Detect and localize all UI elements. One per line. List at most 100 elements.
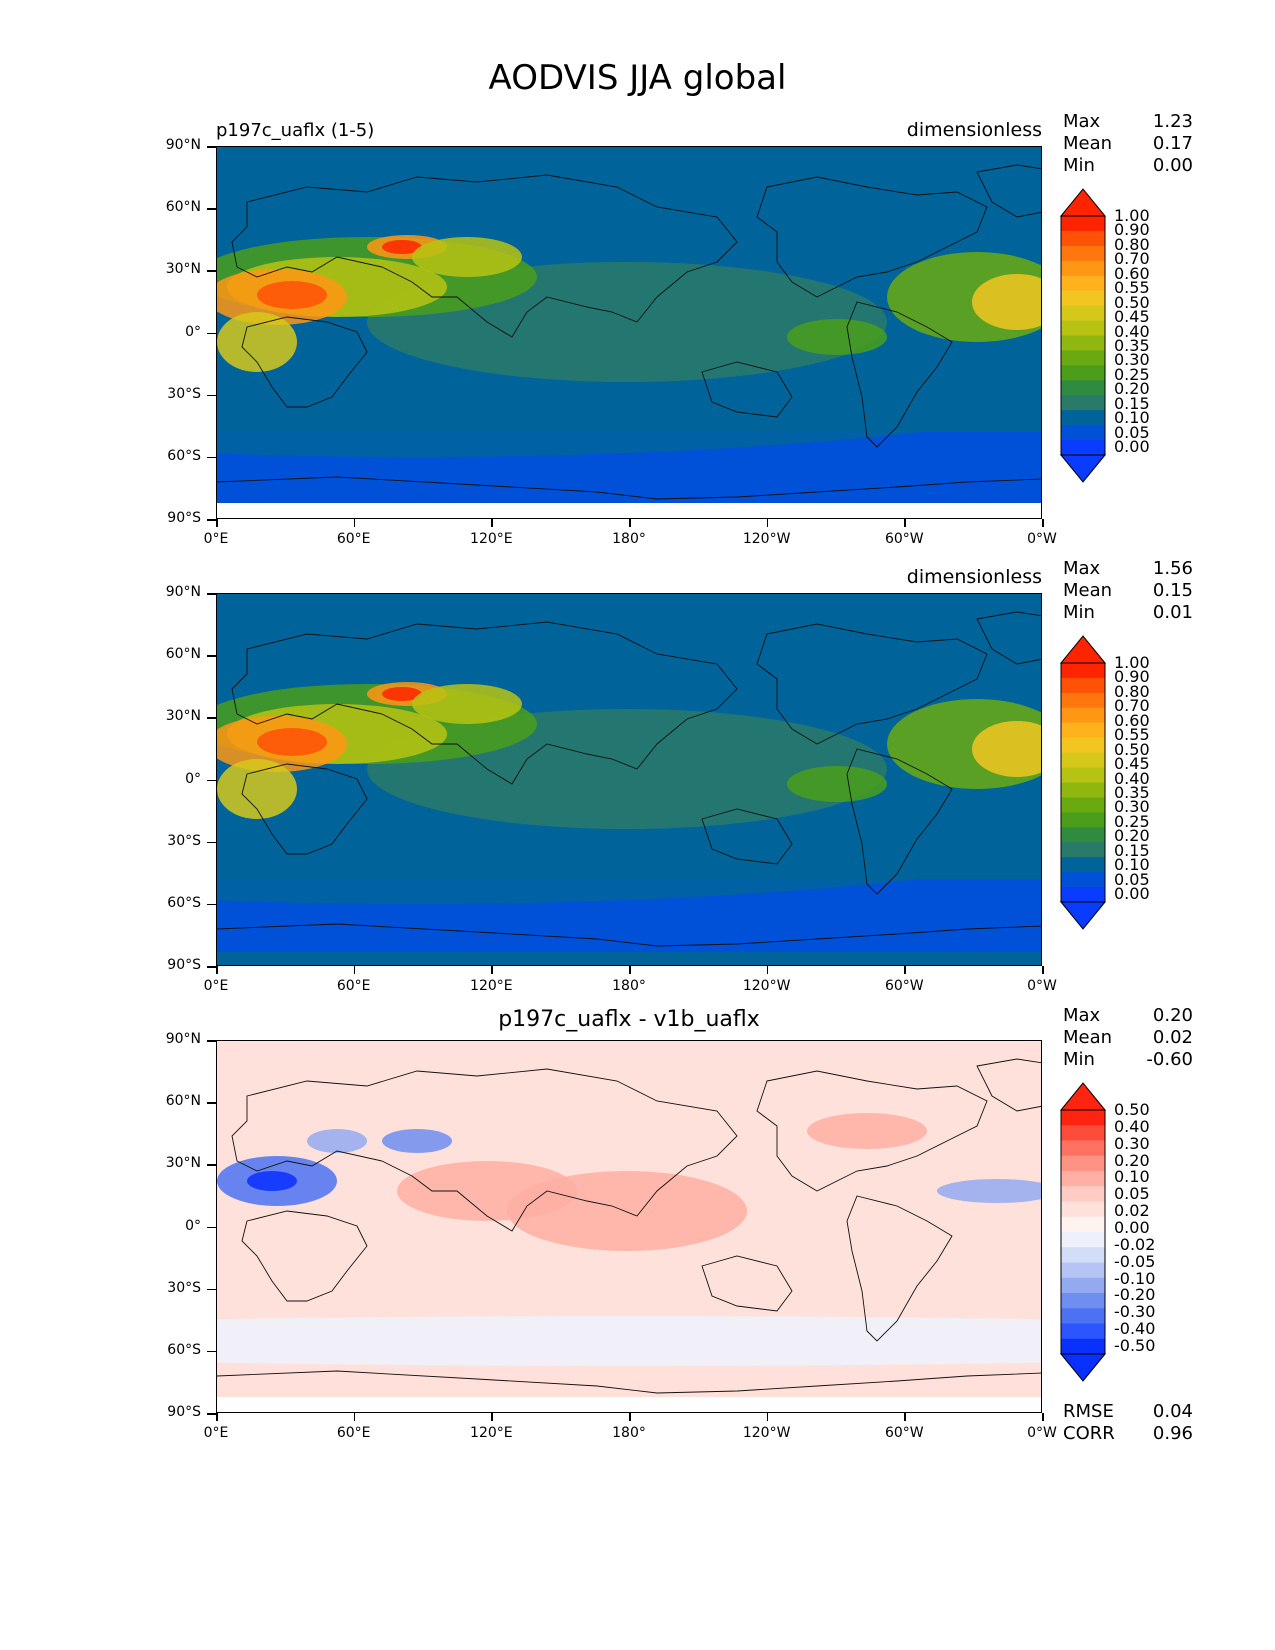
panel3-lat-label: 30°N [165,1155,201,1172]
panel2-colorbar [1059,635,1107,930]
panel2-lat-tick [207,841,216,844]
panel2-colorbar-label: 0.35 [1114,782,1150,802]
panel2-lat-label: 30°S [167,832,201,849]
panel2-lon-label: 60°W [884,978,924,994]
panel1-units: dimensionless [906,119,1042,141]
panel2-stat-min-label: Min [1063,602,1095,623]
panel2-colorbar-label: 0.05 [1114,869,1150,889]
panel1-lon-tick [216,519,218,527]
panel3-stat-corr-label: CORR [1063,1423,1115,1444]
panel2-lat-label: 30°N [165,708,201,725]
panel1-colorbar-label: 0.50 [1114,292,1150,312]
panel3-lon-tick [904,1413,906,1421]
panel3-colorbar-label: -0.05 [1114,1251,1156,1271]
panel3-lat-label: 30°S [167,1279,201,1296]
panel3-lon-label: 120°E [470,1425,513,1441]
panel3-lat-tick [207,1226,216,1228]
panel2-lon-label: 0°E [203,978,229,994]
panel1-colorbar-label: 0.05 [1114,422,1150,442]
panel2-lat-label: 90°S [167,957,201,973]
panel3-stat-max-label: Max [1063,1005,1101,1026]
panel1-colorbar-label: 0.90 [1114,220,1150,240]
panel3-lat-tick [207,1288,216,1291]
panel3-lon-label: 60°E [336,1425,371,1441]
panel3-map [216,1040,1042,1413]
panel1-lon-label: 0°W [1027,531,1057,547]
panel3-stat-mean-label: Mean [1063,1027,1113,1048]
panel2-colorbar-label: 0.50 [1114,739,1150,759]
panel1-lon-label: 60°W [884,531,924,547]
panel3-colorbar-label: 0.50 [1114,1100,1150,1119]
panel1-lat-tick [207,146,216,148]
panel1-lon-tick [766,519,769,527]
panel3-colorbar-label: -0.10 [1114,1268,1156,1288]
panel3-lon-label: 120°W [742,1425,791,1441]
panel3-stat-min-label: Min [1063,1049,1095,1070]
panel3-stat-min: Min -0.60 [1063,1049,1193,1071]
panel2-lon-label: 120°W [742,978,791,994]
panel3-colorbar-label: 0.20 [1114,1150,1150,1170]
panel2-units: dimensionless [906,566,1042,588]
panel1-stat-max: Max 1.23 [1063,111,1193,133]
panel2-colorbar-label: 0.25 [1114,811,1150,831]
panel3-lat-label: 60°N [165,1093,201,1110]
panel3-stat-rmse-label: RMSE [1063,1401,1114,1422]
panel1-lon-label: 120°W [742,531,791,547]
panel3-colorbar-label: -0.50 [1114,1336,1156,1355]
panel1-stat-min-label: Min [1063,155,1095,176]
panel2-stat-mean-label: Mean [1063,580,1113,601]
panel3-stat-rmse: RMSE 0.04 [1063,1401,1193,1423]
panel2-stats: Max 1.56 Mean 0.15 Min 0.01 [1063,558,1193,624]
panel2-colorbar-label: 0.70 [1114,696,1150,716]
panel1-lon-label: 0°E [203,531,229,547]
panel2-stat-max-label: Max [1063,558,1101,579]
panel2-lat-tick [207,779,216,781]
panel1-stat-mean: Mean 0.17 [1063,133,1193,155]
panel3-lon-tick [766,1413,769,1421]
panel1-map [216,146,1042,519]
panel3-lat-label: 90°N [165,1031,201,1047]
panel1-colorbar-label: 0.45 [1114,307,1150,327]
panel3-title-center: p197c_uaflx - v1b_uaflx [498,1007,760,1032]
panel2-colorbar-label: 0.20 [1114,826,1150,846]
panel1-colorbar-label: 0.55 [1114,278,1150,298]
panel1-colorbar-label: 0.00 [1114,437,1150,456]
panel1-lat-label: 30°N [165,261,201,278]
panel1-lat-label: 60°S [167,447,201,464]
panel3-colorbar-label: 0.00 [1114,1218,1150,1237]
panel1-colorbar-label: 0.25 [1114,364,1150,384]
panel2-colorbar-label: 0.55 [1114,725,1150,745]
panel3-lon-label: 60°W [884,1425,924,1441]
panel3-stat-mean: Mean 0.02 [1063,1027,1193,1049]
panel2-lat-tick [207,903,216,906]
panel3-stat-min-value: -0.60 [1146,1049,1193,1070]
panel2-lon-tick [491,966,493,974]
panel3-lat-label: 90°S [167,1404,201,1420]
panel1-lat-label: 60°N [165,199,201,216]
panel1-title-left: p197c_uaflx (1-5) [216,120,375,141]
panel3-lon-tick [216,1413,218,1421]
panel3-lat-tick [207,1102,216,1104]
panel3-lon-tick [1042,1413,1044,1421]
panel3-colorbar-label: 0.40 [1114,1116,1150,1136]
panel1-stat-mean-label: Mean [1063,133,1113,154]
panel3-lat-tick [207,1040,216,1042]
panel2-lat-tick [207,717,216,719]
panel3-stat-corr: CORR 0.96 [1063,1423,1193,1445]
panel2-colorbar-label: 0.40 [1114,768,1150,788]
panel2-colorbar-label: 0.10 [1114,855,1150,875]
panel1-lat-tick [207,332,216,334]
panel3-stat-max-value: 0.20 [1152,1005,1193,1026]
panel1-colorbar-label: 0.35 [1114,335,1150,355]
panel1-colorbar-label: 0.20 [1114,379,1150,399]
panel2-lat-label: 60°S [167,894,201,911]
panel2-colorbar-label: 0.00 [1114,884,1150,903]
panel1-stat-min-value: 0.00 [1152,155,1193,176]
panel3-lon-label: 0°W [1027,1425,1057,1441]
panel3-extra-stats: RMSE 0.04 CORR 0.96 [1063,1401,1193,1445]
panel2-colorbar-label: 0.45 [1114,754,1150,774]
figure-title: AODVIS JJA global [488,58,787,98]
panel2-lon-tick [904,966,906,974]
panel1-stat-max-value: 1.23 [1152,111,1193,132]
panel3-colorbar-label: -0.40 [1114,1319,1156,1339]
